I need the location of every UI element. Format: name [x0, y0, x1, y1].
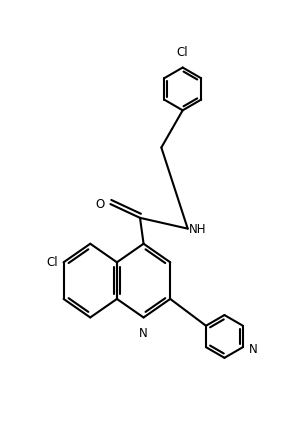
- Text: NH: NH: [189, 224, 207, 237]
- Text: O: O: [96, 197, 105, 210]
- Text: N: N: [139, 327, 148, 340]
- Text: N: N: [249, 343, 258, 356]
- Text: Cl: Cl: [177, 46, 188, 59]
- Text: Cl: Cl: [47, 256, 58, 269]
